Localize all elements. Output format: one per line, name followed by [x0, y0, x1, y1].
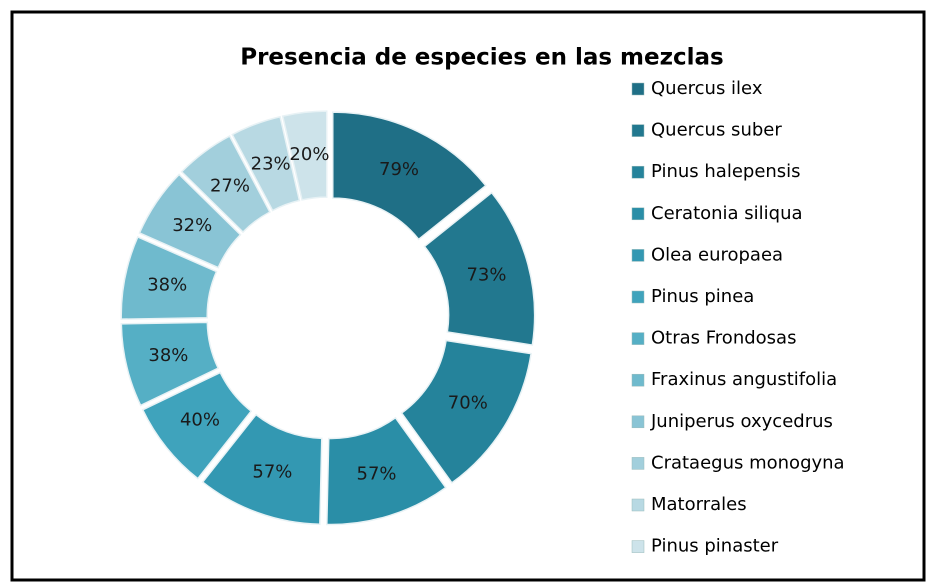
legend-label: Crataegus monogyna — [651, 452, 845, 473]
chart-title: Presencia de especies en las mezclas — [240, 45, 724, 71]
donut-segment — [201, 413, 323, 526]
data-label: 73% — [466, 265, 506, 286]
data-label: 57% — [252, 461, 292, 482]
donut-segment — [120, 321, 220, 407]
data-label: 20% — [289, 144, 329, 165]
data-label: 32% — [172, 215, 212, 236]
legend-swatch — [631, 124, 645, 137]
data-label: 23% — [251, 153, 291, 174]
data-label: 70% — [448, 393, 488, 414]
legend-swatch — [631, 207, 645, 221]
data-label: 40% — [180, 409, 220, 430]
legend-label: Olea europaea — [651, 244, 783, 265]
legend-swatch — [631, 540, 645, 553]
legend-swatch — [631, 290, 645, 304]
legend-label: Quercus ilex — [651, 78, 763, 99]
donut-segment — [423, 191, 536, 346]
legend-swatch — [631, 165, 645, 179]
donut-segment — [400, 339, 532, 484]
donut-segment — [180, 135, 271, 234]
donut-segment — [120, 236, 218, 320]
legend-label: Fraxinus angustifolia — [651, 369, 837, 390]
legend-swatch — [631, 249, 645, 262]
donut-segment — [326, 416, 447, 526]
legend-label: Pinus pinaster — [651, 536, 779, 557]
data-label: 57% — [357, 464, 397, 485]
data-label: 79% — [379, 159, 419, 180]
legend-swatch — [631, 373, 645, 387]
legend-label: Ceratonia siliqua — [651, 203, 803, 224]
plot-area: 79% 73% 70% 57% 57% 40% 38% 38% 32% 27%23%20% — [120, 110, 536, 526]
legend-label: Otras Frondosas — [651, 328, 796, 349]
donut-segment — [231, 115, 301, 212]
legend-label: Quercus suber — [651, 120, 782, 141]
data-label: 38% — [147, 275, 187, 296]
legend-swatch — [631, 82, 645, 96]
legend-swatch — [631, 457, 645, 470]
legend-swatch — [631, 415, 645, 429]
legend-swatch — [631, 498, 645, 512]
donut-segment — [281, 110, 328, 201]
legend-swatch — [631, 332, 645, 345]
donut-segment — [141, 371, 253, 480]
data-label: 27% — [210, 176, 250, 197]
legend: Quercus ilex Quercus suber Pinus halepensi… — [631, 78, 845, 557]
data-label: 38% — [148, 345, 188, 366]
legend-label: Juniperus oxycedrus — [650, 411, 833, 432]
legend-label: Pinus halepensis — [651, 161, 801, 182]
legend-label: Matorrales — [651, 494, 747, 515]
donut-segment — [138, 173, 242, 269]
legend-label: Pinus pinea — [651, 286, 754, 307]
donut-segment — [332, 111, 487, 241]
